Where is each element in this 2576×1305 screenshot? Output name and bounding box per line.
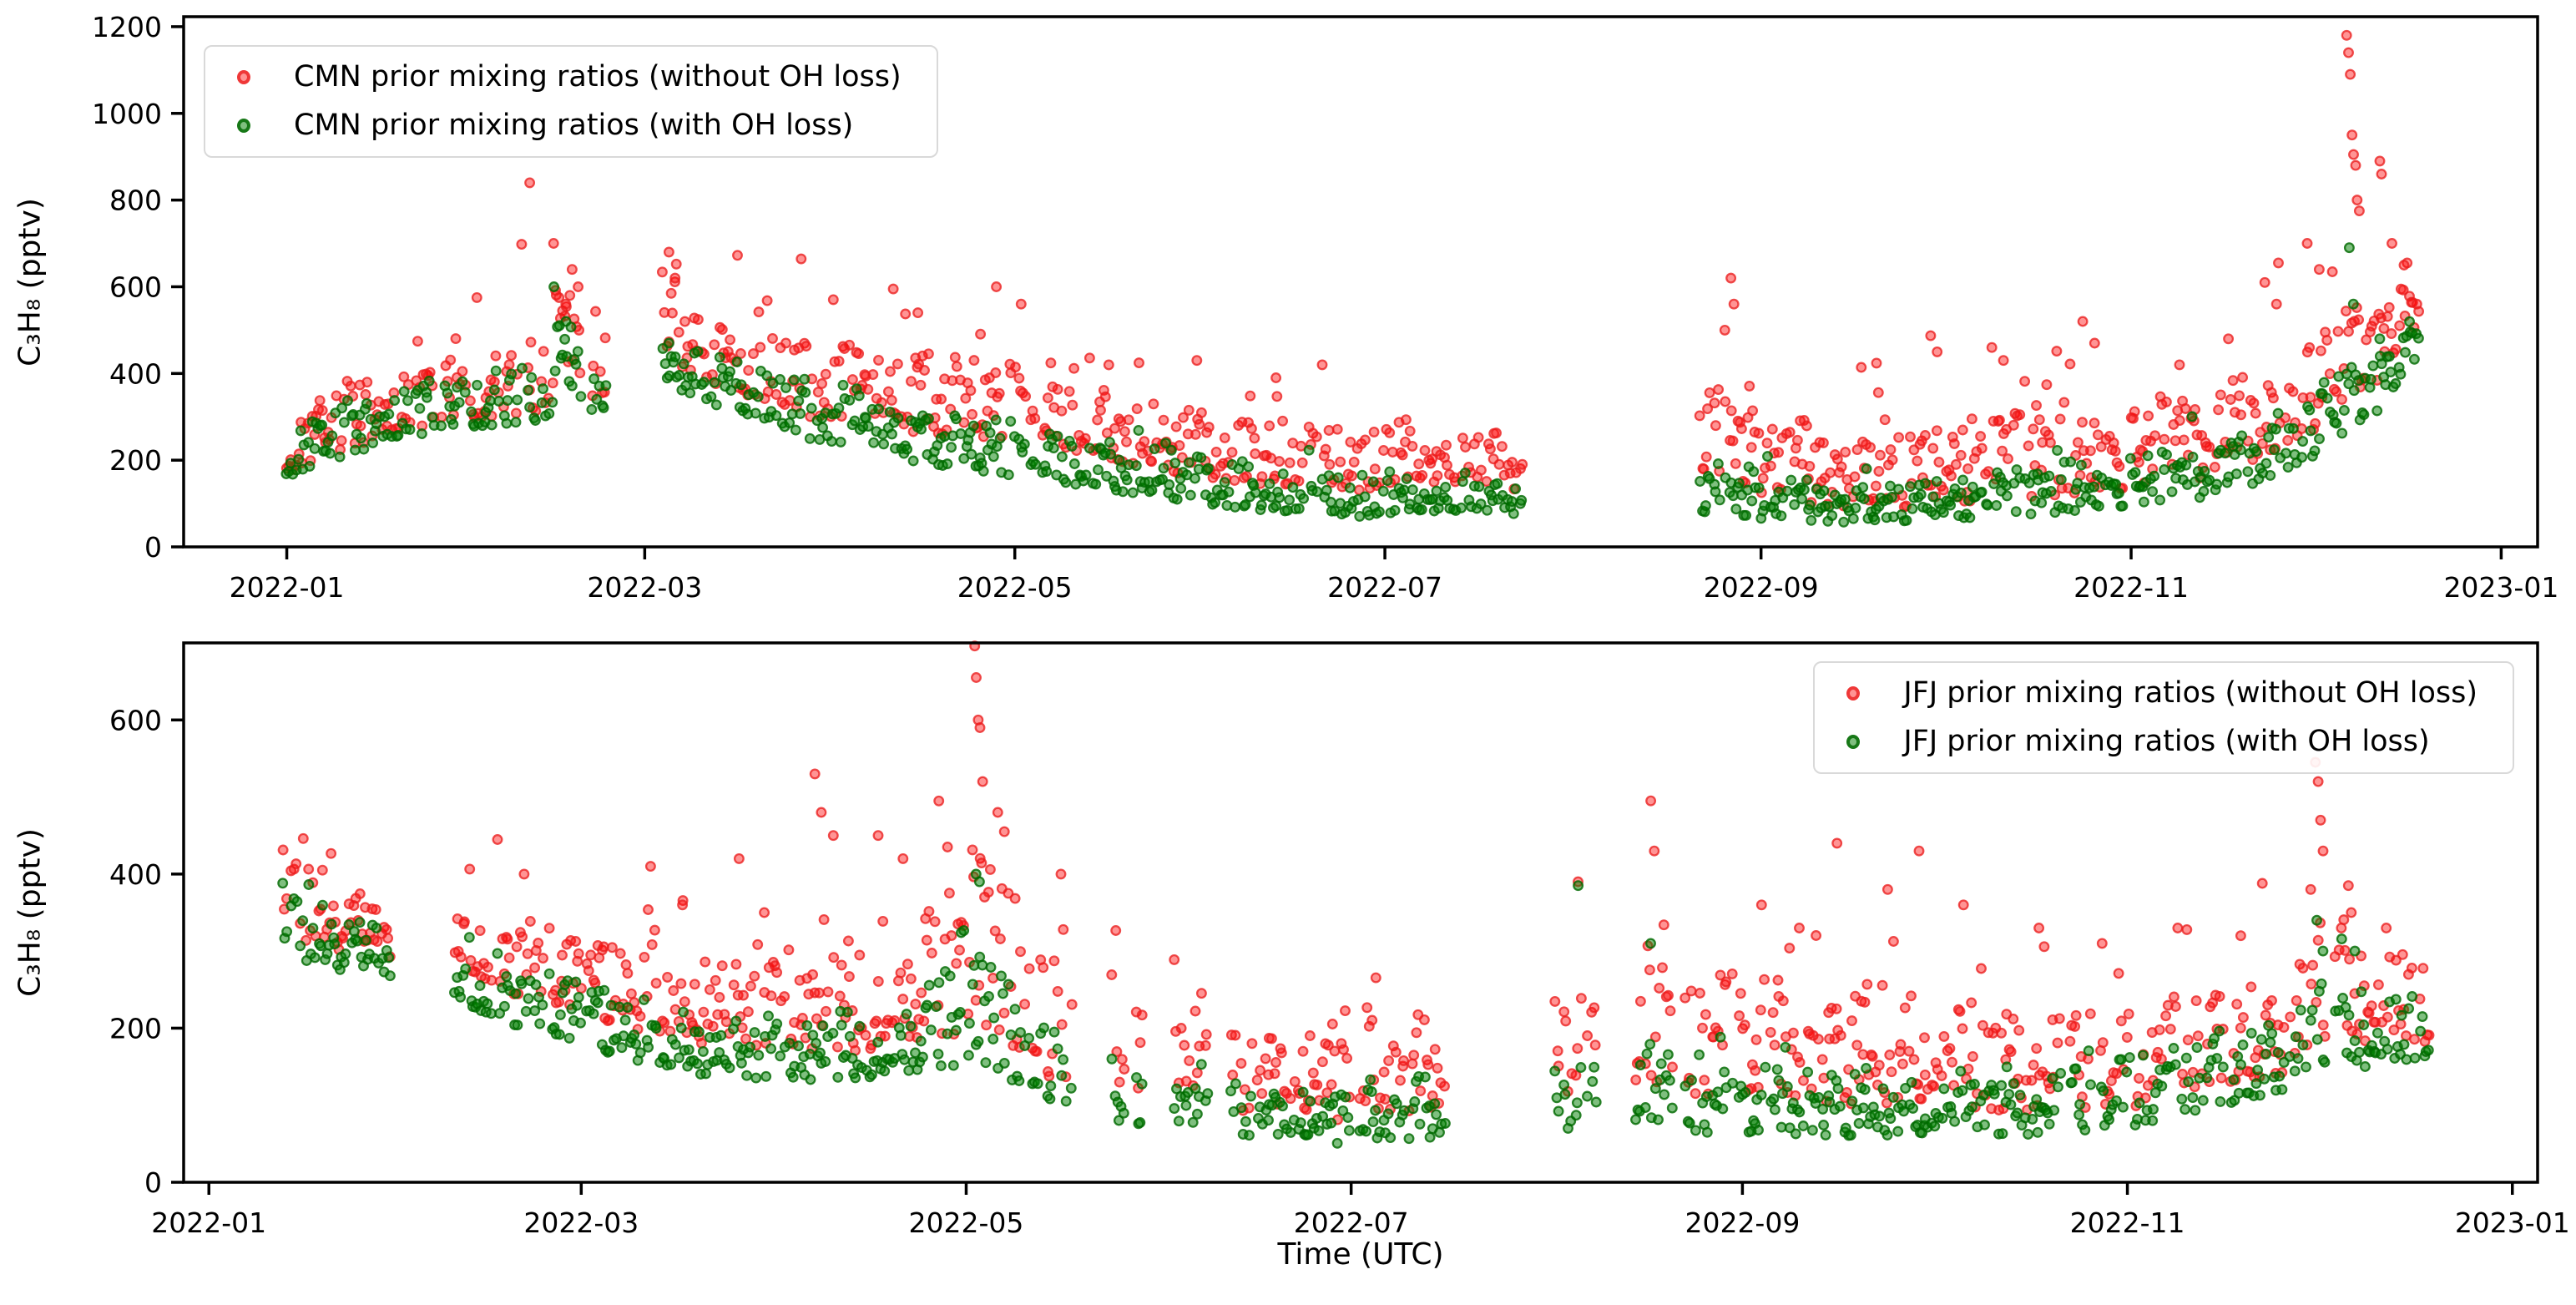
legend-label: CMN prior mixing ratios (with OH loss) (294, 109, 854, 143)
y-tick-label: 600 (109, 704, 162, 736)
x-axis-label: Time (UTC) (1277, 1237, 1444, 1272)
panel-JFJ: 2022-01 2022-03 2022-05 2022-07 2022-09 2022-… (109, 640, 2570, 1239)
legend-label: CMN prior mixing ratios (without OH loss… (294, 60, 902, 94)
x-tick-label: 2022-07 (1327, 571, 1442, 604)
x-tick-label: 2022-03 (523, 1206, 639, 1239)
y-axis-label-top: C₃H₈ (pptv) (13, 198, 48, 367)
y-axis-label-bottom: C₃H₈ (pptv) (13, 828, 48, 997)
y-tick-label: 1200 (92, 11, 162, 43)
y-tick-label: 400 (109, 858, 162, 891)
green-scatter-marker-icon (1846, 734, 1861, 749)
y-tick-label: 600 (109, 271, 162, 303)
x-tick-label: 2022-01 (230, 571, 345, 604)
scatter-series-green-jfj (277, 868, 2434, 1149)
x-tick-label: 2023-01 (2443, 571, 2558, 604)
legend-item-jfj-without-oh-loss: JFJ prior mixing ratios (without OH loss… (1846, 676, 2478, 710)
x-tick-label: 2022-07 (1294, 1206, 1409, 1239)
axes-spines (182, 641, 2539, 1184)
x-tick-label: 2022-09 (1685, 1206, 1800, 1239)
red-scatter-marker-icon (237, 69, 250, 84)
y-tick-label: 0 (144, 1166, 162, 1199)
x-tick-label: 2022-09 (1704, 571, 1819, 604)
red-scatter-marker-icon (1846, 685, 1861, 701)
y-tick-label: 0 (144, 531, 162, 564)
y-tick-label: 800 (109, 185, 162, 217)
x-tick-label: 2022-01 (151, 1206, 266, 1239)
legend-item-jfj-with-oh-loss: JFJ prior mixing ratios (with OH loss) (1846, 725, 2478, 758)
axes-spines (182, 15, 2539, 549)
x-tick-label: 2022-05 (957, 571, 1073, 604)
legend-label: JFJ prior mixing ratios (with OH loss) (1903, 725, 2430, 759)
x-tick-label: 2022-11 (2070, 1206, 2185, 1239)
scatter-series-red-jfj (277, 640, 2435, 1125)
y-tick-label: 400 (109, 357, 162, 390)
green-scatter-marker-icon (237, 118, 250, 133)
x-tick-label: 2022-05 (909, 1206, 1024, 1239)
y-tick-label: 200 (109, 1012, 162, 1045)
legend-label: JFJ prior mixing ratios (without OH loss… (1903, 676, 2478, 710)
legend-jfj: JFJ prior mixing ratios (without OH loss… (1813, 661, 2514, 774)
panel-CMN: 2022-01 2022-03 2022-05 2022-07 2022-09 2022-… (92, 11, 2558, 604)
legend-item-cmn-with-oh-loss: CMN prior mixing ratios (with OH loss) (237, 109, 902, 142)
x-tick-label: 2022-11 (2073, 571, 2189, 604)
legend-item-cmn-without-oh-loss: CMN prior mixing ratios (without OH loss… (237, 60, 902, 94)
axis-ticks: 2022-01 2022-03 2022-05 2022-07 2022-09 2022-… (92, 11, 2558, 604)
x-tick-label: 2022-03 (587, 571, 702, 604)
axis-ticks: 2022-01 2022-03 2022-05 2022-07 2022-09 2022-… (109, 704, 2570, 1239)
scatter-series-green-cmn (280, 242, 2424, 528)
legend-cmn: CMN prior mixing ratios (without OH loss… (204, 45, 938, 158)
y-tick-label: 200 (109, 444, 162, 477)
x-tick-label: 2023-01 (2455, 1206, 2570, 1239)
y-tick-label: 1000 (92, 98, 162, 130)
